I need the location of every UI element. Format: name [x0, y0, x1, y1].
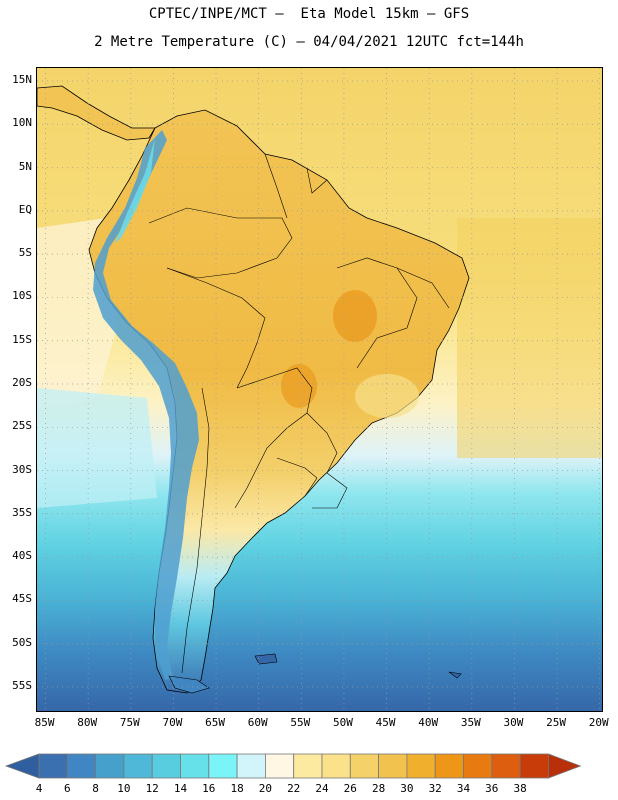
latitude-label: 5N	[18, 159, 32, 173]
colorbar-tick-label: 26	[343, 782, 357, 795]
map-title-line-1: CPTEC/INPE/MCT – Eta Model 15km – GFS	[148, 6, 470, 22]
latitude-label: 5S	[18, 246, 32, 260]
colorbar-swatch	[491, 753, 521, 779]
longitude-label: 35W	[460, 716, 481, 729]
map-frame	[36, 67, 603, 712]
latitude-label: 30S	[12, 462, 32, 476]
colorbar-tick-label: 30	[400, 782, 414, 795]
border-brazil-northeast	[396, 267, 450, 309]
border-chile-argentina	[181, 387, 210, 674]
border-paraguay-argentina	[234, 412, 308, 509]
border-bolivia-brazil	[236, 367, 313, 414]
colorbar-tick-label: 34	[456, 782, 471, 795]
colorbar-swatch	[236, 753, 266, 779]
colorbar-swatch	[349, 753, 379, 779]
colorbar-tick-label: 22	[287, 782, 301, 795]
latitude-label: 25S	[12, 419, 32, 433]
longitude-label: 70W	[162, 716, 183, 729]
colorbar-tick-label: 18	[230, 782, 244, 795]
latitude-label: 15N	[12, 72, 32, 86]
longitude-label: 85W	[34, 716, 55, 729]
colorbar-swatch	[180, 753, 210, 779]
latitude-label: 15S	[12, 332, 32, 346]
colorbar-tick-label: 6	[63, 782, 71, 795]
tierra-del-fuego	[168, 675, 210, 694]
latitude-label: 20S	[12, 376, 32, 389]
longitude-label: 25W	[546, 716, 567, 729]
color-scale-bar	[4, 753, 582, 779]
longitude-label: 80W	[77, 716, 98, 729]
latitude-label: 10S	[12, 289, 32, 303]
colorbar-swatch	[95, 753, 125, 779]
andes-cold-ridge	[93, 130, 199, 680]
colorbar-swatch	[208, 753, 238, 779]
border-uruguay	[312, 472, 348, 509]
colorbar-swatch	[434, 753, 464, 779]
map-title-line-2: 2 Metre Temperature (C) – 04/04/2021 12U…	[94, 34, 524, 50]
mild-southeast-highlands	[355, 374, 419, 418]
longitude-label: 75W	[119, 716, 140, 729]
latitude-label: 35S	[12, 505, 32, 519]
colorbar-swatch	[66, 753, 97, 779]
border-brazil-paraguay	[306, 412, 338, 474]
colorbar-under-arrow	[4, 753, 40, 779]
latitude-label: EQ	[18, 202, 32, 216]
colorbar-tick-label: 38	[513, 782, 527, 795]
colorbar-swatch	[38, 753, 68, 779]
colorbar-tick-label: 10	[117, 782, 131, 795]
pacific-cold-water	[37, 388, 157, 508]
latitude-label: 45S	[12, 592, 32, 606]
colorbar-tick-label: 28	[371, 782, 386, 795]
central-america-land	[37, 85, 156, 141]
longitude-label: 30W	[503, 716, 524, 729]
colorbar-swatch	[293, 753, 323, 779]
border-brazil-states	[336, 257, 418, 369]
hot-spot-mato-grosso	[281, 364, 317, 408]
border-suriname	[306, 167, 328, 194]
colorbar-tick-label: 20	[258, 782, 273, 795]
colorbar-tick-label: 36	[485, 782, 499, 795]
longitude-label: 20W	[588, 716, 609, 729]
colorbar-swatch	[151, 753, 181, 779]
border-argentina-mesopotamia	[276, 457, 318, 497]
colorbar-tick-label: 14	[173, 782, 188, 795]
colorbar-tick-label: 24	[315, 782, 329, 795]
colorbar-tick-label: 32	[428, 782, 442, 795]
colorbar-swatch	[519, 753, 549, 779]
colorbar-swatch	[123, 753, 153, 779]
colorbar-over-arrow	[548, 753, 582, 779]
colorbar-tick-label: 8	[92, 782, 99, 795]
longitude-label: 40W	[418, 716, 439, 729]
colorbar-swatch	[463, 753, 493, 779]
colorbar-swatch	[264, 753, 295, 779]
longitude-label: 55W	[290, 716, 311, 729]
colorbar-tick-label: 4	[35, 782, 43, 795]
border-peru-bolivia	[166, 267, 266, 389]
atlantic-warm-band	[457, 218, 602, 458]
border-andean-north	[148, 207, 293, 279]
colorbar-tick-label: 16	[202, 782, 216, 795]
colorbar-tick-label: 12	[145, 782, 159, 795]
border-guianas	[264, 153, 288, 219]
longitude-label: 45W	[375, 716, 396, 729]
colorbar-swatch	[378, 753, 408, 779]
latitude-label: 50S	[12, 635, 32, 649]
country-borders	[148, 153, 450, 674]
colorbar-swatch	[321, 753, 351, 779]
longitude-label: 50W	[333, 716, 353, 729]
latitude-label: 55S	[12, 679, 32, 693]
colorbar-swatch	[406, 753, 436, 779]
latitude-label: 10N	[12, 116, 32, 130]
longitude-label: 65W	[205, 716, 225, 729]
south-georgia	[448, 671, 462, 679]
latitude-label: 40S	[12, 549, 32, 563]
longitude-label: 60W	[247, 716, 268, 729]
falkland-islands	[254, 653, 278, 665]
hot-spot-central-brazil	[333, 290, 377, 342]
temperature-map	[37, 68, 602, 711]
